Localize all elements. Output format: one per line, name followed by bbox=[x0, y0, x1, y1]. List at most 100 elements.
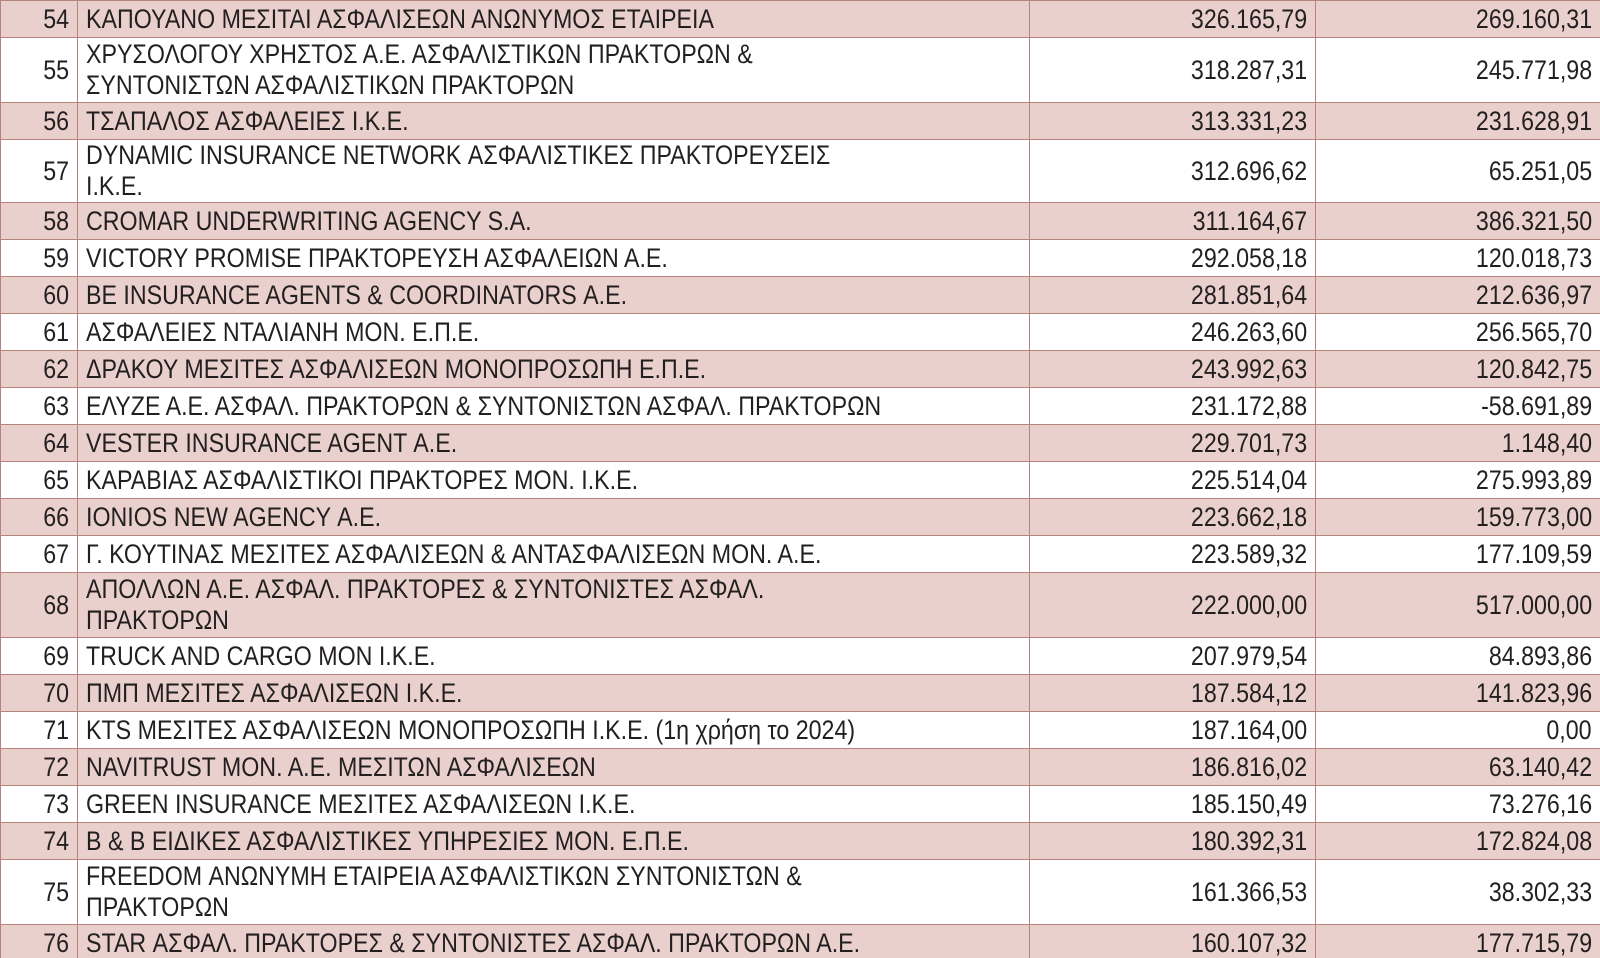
table-cell: 229.701,73 bbox=[1029, 424, 1316, 462]
company-name: BE INSURANCE AGENTS & COORDINATORS Α.Ε. bbox=[86, 279, 628, 310]
table-cell: 225.514,04 bbox=[1029, 461, 1316, 499]
table-cell: 231.628,91 bbox=[1315, 102, 1600, 140]
table-cell: 73 bbox=[0, 785, 78, 823]
value-2023: 0,00 bbox=[1546, 714, 1592, 745]
table-cell: 59 bbox=[0, 239, 78, 277]
table-row: 76 STAR ΑΣΦΑΛ. ΠΡΑΚΤΟΡΕΣ & ΣΥΝΤΟΝΙΣΤΕΣ ΑΣ… bbox=[0, 924, 1600, 958]
row-number: 64 bbox=[43, 427, 69, 458]
company-name: FREEDOM ΑΝΩΝΥΜΗ ΕΤΑΙΡΕΙΑ ΑΣΦΑΛΙΣΤΙΚΩΝ ΣΥ… bbox=[86, 861, 802, 922]
value-2024: 225.514,04 bbox=[1190, 464, 1307, 495]
value-2023: 231.628,91 bbox=[1475, 105, 1592, 136]
table-cell: 120.018,73 bbox=[1315, 239, 1600, 277]
table-row: 67 Γ. ΚΟΥΤΙΝΑΣ ΜΕΣΙΤΕΣ ΑΣΦΑΛΙΣΕΩΝ & ΑΝΤΑΣ… bbox=[0, 535, 1600, 573]
table-cell: 177.715,79 bbox=[1315, 924, 1600, 958]
table-cell: IONIOS NEW AGENCY Α.Ε. bbox=[77, 498, 1030, 536]
table-cell: 73.276,16 bbox=[1315, 785, 1600, 823]
value-2024: 326.165,79 bbox=[1190, 3, 1307, 34]
table-row: 72 NAVITRUST ΜΟΝ. Α.Ε. ΜΕΣΙΤΩΝ ΑΣΦΑΛΙΣΕΩΝ… bbox=[0, 748, 1600, 786]
value-2024: 312.696,62 bbox=[1190, 155, 1307, 186]
table-row: 73 GREEN INSURANCE ΜΕΣΙΤΕΣ ΑΣΦΑΛΙΣΕΩΝ Ι.Κ… bbox=[0, 785, 1600, 823]
table-cell: ΑΣΦΑΛΕΙΕΣ ΝΤΑΛΙΑΝΗ ΜΟΝ. Ε.Π.Ε. bbox=[77, 313, 1030, 351]
company-name: VICTORY PROMISE ΠΡΑΚΤΟΡΕΥΣΗ ΑΣΦΑΛΕΙΩΝ Α.… bbox=[86, 242, 668, 273]
company-name: ΤΣΑΠΑΛΟΣ ΑΣΦΑΛΕΙΕΣ Ι.Κ.Ε. bbox=[86, 105, 409, 136]
row-number: 57 bbox=[43, 155, 69, 186]
table-cell: VESTER INSURANCE AGENT Α.Ε. bbox=[77, 424, 1030, 462]
value-2023: 212.636,97 bbox=[1475, 279, 1592, 310]
table-cell: 58 bbox=[0, 202, 78, 240]
row-number: 75 bbox=[43, 876, 69, 907]
value-2024: 223.662,18 bbox=[1190, 501, 1307, 532]
table-cell: 177.109,59 bbox=[1315, 535, 1600, 573]
table-cell: 245.771,98 bbox=[1315, 37, 1600, 103]
company-name: ΑΠΟΛΛΩΝ Α.Ε. ΑΣΦΑΛ. ΠΡΑΚΤΟΡΕΣ & ΣΥΝΤΟΝΙΣ… bbox=[86, 574, 765, 635]
table-cell: Γ. ΚΟΥΤΙΝΑΣ ΜΕΣΙΤΕΣ ΑΣΦΑΛΙΣΕΩΝ & ΑΝΤΑΣΦΑ… bbox=[77, 535, 1030, 573]
table-row: 74 Β & Β ΕΙΔΙΚΕΣ ΑΣΦΑΛΙΣΤΙΚΕΣ ΥΠΗΡΕΣΙΕΣ Μ… bbox=[0, 822, 1600, 860]
table-cell: 54 bbox=[0, 0, 78, 38]
value-2024: 187.584,12 bbox=[1190, 677, 1307, 708]
table-row: 75 FREEDOM ΑΝΩΝΥΜΗ ΕΤΑΙΡΕΙΑ ΑΣΦΑΛΙΣΤΙΚΩΝ … bbox=[0, 859, 1600, 925]
table-row: 64 VESTER INSURANCE AGENT Α.Ε. 229.701,73 1… bbox=[0, 424, 1600, 462]
row-number: 72 bbox=[43, 751, 69, 782]
table-cell: 275.993,89 bbox=[1315, 461, 1600, 499]
company-name: KTS ΜΕΣΙΤΕΣ ΑΣΦΑΛΙΣΕΩΝ ΜΟΝΟΠΡΟΣΩΠΗ Ι.Κ.Ε… bbox=[86, 714, 856, 745]
table-row: 63 ΕΛΥΖΕ Α.Ε. ΑΣΦΑΛ. ΠΡΑΚΤΟΡΩΝ & ΣΥΝΤΟΝΙΣ… bbox=[0, 387, 1600, 425]
table-cell: 61 bbox=[0, 313, 78, 351]
value-2024: 187.164,00 bbox=[1190, 714, 1307, 745]
table-cell: ΧΡΥΣΟΛΟΓΟΥ ΧΡΗΣΤΟΣ Α.Ε. ΑΣΦΑΛΙΣΤΙΚΩΝ ΠΡΑ… bbox=[77, 37, 1030, 103]
value-2023: 65.251,05 bbox=[1488, 155, 1592, 186]
row-number: 67 bbox=[43, 538, 69, 569]
table-cell: 63.140,42 bbox=[1315, 748, 1600, 786]
table-cell: ΕΛΥΖΕ Α.Ε. ΑΣΦΑΛ. ΠΡΑΚΤΟΡΩΝ & ΣΥΝΤΟΝΙΣΤΩ… bbox=[77, 387, 1030, 425]
value-2024: 231.172,88 bbox=[1190, 390, 1307, 421]
table-cell: 187.164,00 bbox=[1029, 711, 1316, 749]
table-row: 59 VICTORY PROMISE ΠΡΑΚΤΟΡΕΥΣΗ ΑΣΦΑΛΕΙΩΝ … bbox=[0, 239, 1600, 277]
table-cell: 76 bbox=[0, 924, 78, 958]
table-cell: 57 bbox=[0, 139, 78, 203]
table-cell: 186.816,02 bbox=[1029, 748, 1316, 786]
table-row: 62 ΔΡΑΚΟΥ ΜΕΣΙΤΕΣ ΑΣΦΑΛΙΣΕΩΝ ΜΟΝΟΠΡΟΣΩΠΗ … bbox=[0, 350, 1600, 388]
value-2024: 222.000,00 bbox=[1190, 589, 1307, 620]
table-cell: 71 bbox=[0, 711, 78, 749]
value-2024: 313.331,23 bbox=[1190, 105, 1307, 136]
table-cell: 222.000,00 bbox=[1029, 572, 1316, 638]
table-cell: ΤΣΑΠΑΛΟΣ ΑΣΦΑΛΕΙΕΣ Ι.Κ.Ε. bbox=[77, 102, 1030, 140]
table-cell: TRUCK AND CARGO ΜΟΝ Ι.Κ.Ε. bbox=[77, 637, 1030, 675]
table-cell: 246.263,60 bbox=[1029, 313, 1316, 351]
company-name: ΚΑΠΟΥΑΝΟ ΜΕΣΙΤΑΙ ΑΣΦΑΛΙΣΕΩΝ ΑΝΩΝΥΜΟΣ ΕΤΑ… bbox=[86, 3, 714, 34]
company-name: Β & Β ΕΙΔΙΚΕΣ ΑΣΦΑΛΙΣΤΙΚΕΣ ΥΠΗΡΕΣΙΕΣ ΜΟΝ… bbox=[86, 825, 689, 856]
table-row: 66 IONIOS NEW AGENCY Α.Ε. 223.662,18 159.77… bbox=[0, 498, 1600, 536]
company-name: ΕΛΥΖΕ Α.Ε. ΑΣΦΑΛ. ΠΡΑΚΤΟΡΩΝ & ΣΥΝΤΟΝΙΣΤΩ… bbox=[86, 390, 882, 421]
table-cell: 243.992,63 bbox=[1029, 350, 1316, 388]
table-cell: 38.302,33 bbox=[1315, 859, 1600, 925]
value-2024: 161.366,53 bbox=[1190, 876, 1307, 907]
row-number: 58 bbox=[43, 205, 69, 236]
row-number: 59 bbox=[43, 242, 69, 273]
table-cell: NAVITRUST ΜΟΝ. Α.Ε. ΜΕΣΙΤΩΝ ΑΣΦΑΛΙΣΕΩΝ bbox=[77, 748, 1030, 786]
table-cell: 161.366,53 bbox=[1029, 859, 1316, 925]
company-name: GREEN INSURANCE ΜΕΣΙΤΕΣ ΑΣΦΑΛΙΣΕΩΝ Ι.Κ.Ε… bbox=[86, 788, 636, 819]
company-name: ΠΜΠ ΜΕΣΙΤΕΣ ΑΣΦΑΛΙΣΕΩΝ Ι.Κ.Ε. bbox=[86, 677, 463, 708]
row-number: 56 bbox=[43, 105, 69, 136]
table-cell: 72 bbox=[0, 748, 78, 786]
table-row: 68 ΑΠΟΛΛΩΝ Α.Ε. ΑΣΦΑΛ. ΠΡΑΚΤΟΡΕΣ & ΣΥΝΤΟΝ… bbox=[0, 572, 1600, 638]
table-row: 57 DYNAMIC INSURANCE NETWORK ΑΣΦΑΛΙΣΤΙΚΕΣ… bbox=[0, 139, 1600, 203]
row-number: 71 bbox=[43, 714, 69, 745]
table-cell: GREEN INSURANCE ΜΕΣΙΤΕΣ ΑΣΦΑΛΙΣΕΩΝ Ι.Κ.Ε… bbox=[77, 785, 1030, 823]
table-cell: 1.148,40 bbox=[1315, 424, 1600, 462]
table-cell: KTS ΜΕΣΙΤΕΣ ΑΣΦΑΛΙΣΕΩΝ ΜΟΝΟΠΡΟΣΩΠΗ Ι.Κ.Ε… bbox=[77, 711, 1030, 749]
table-cell: 141.823,96 bbox=[1315, 674, 1600, 712]
table-cell: 517.000,00 bbox=[1315, 572, 1600, 638]
table-cell: 187.584,12 bbox=[1029, 674, 1316, 712]
table-row: 54 ΚΑΠΟΥΑΝΟ ΜΕΣΙΤΑΙ ΑΣΦΑΛΙΣΕΩΝ ΑΝΩΝΥΜΟΣ Ε… bbox=[0, 0, 1600, 38]
value-2023: 172.824,08 bbox=[1475, 825, 1592, 856]
value-2024: 246.263,60 bbox=[1190, 316, 1307, 347]
value-2023: 177.109,59 bbox=[1475, 538, 1592, 569]
table-cell: ΔΡΑΚΟΥ ΜΕΣΙΤΕΣ ΑΣΦΑΛΙΣΕΩΝ ΜΟΝΟΠΡΟΣΩΠΗ Ε.… bbox=[77, 350, 1030, 388]
table-cell: 312.696,62 bbox=[1029, 139, 1316, 203]
table-cell: Β & Β ΕΙΔΙΚΕΣ ΑΣΦΑΛΙΣΤΙΚΕΣ ΥΠΗΡΕΣΙΕΣ ΜΟΝ… bbox=[77, 822, 1030, 860]
value-2023: 120.842,75 bbox=[1475, 353, 1592, 384]
row-number: 76 bbox=[43, 927, 69, 958]
value-2023: 275.993,89 bbox=[1475, 464, 1592, 495]
